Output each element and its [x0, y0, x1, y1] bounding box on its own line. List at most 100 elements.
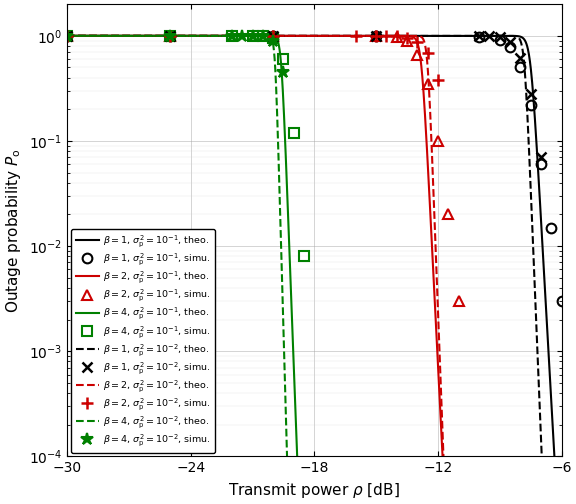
Line: $\beta = 1$, $\sigma_{\mathrm{p}}^{2} = 10^{-1}$, simu.: $\beta = 1$, $\sigma_{\mathrm{p}}^{2} = … — [62, 31, 566, 306]
$\beta = 1$, $\sigma_{\mathrm{p}}^{2} = 10^{-1}$, simu. — [527, 102, 534, 108]
$\beta = 4$, $\sigma_{\mathrm{p}}^{2} = 10^{-1}$, simu. — [259, 33, 266, 39]
$\beta = 2$, $\sigma_{\mathrm{p}}^{2} = 10^{-1}$, simu. — [166, 33, 173, 39]
Line: $\beta = 4$, $\sigma_{\mathrm{p}}^{2} = 10^{-2}$, simu.: $\beta = 4$, $\sigma_{\mathrm{p}}^{2} = … — [61, 30, 290, 79]
$\beta = 1$, $\sigma_{\mathrm{p}}^{2} = 10^{-1}$, theo. — [89, 33, 96, 39]
$\beta = 1$, $\sigma_{\mathrm{p}}^{2} = 10^{-2}$, theo. — [63, 33, 70, 39]
$\beta = 4$, $\sigma_{\mathrm{p}}^{2} = 10^{-2}$, simu. — [280, 69, 287, 75]
$\beta = 2$, $\sigma_{\mathrm{p}}^{2} = 10^{-2}$, simu. — [352, 33, 359, 39]
$\beta = 4$, $\sigma_{\mathrm{p}}^{2} = 10^{-1}$, theo. — [291, 380, 298, 386]
$\beta = 4$, $\sigma_{\mathrm{p}}^{2} = 10^{-2}$, simu. — [270, 38, 276, 44]
$\beta = 1$, $\sigma_{\mathrm{p}}^{2} = 10^{-1}$, simu. — [373, 33, 380, 39]
$\beta = 1$, $\sigma_{\mathrm{p}}^{2} = 10^{-1}$, simu. — [270, 33, 276, 39]
$\beta = 4$, $\sigma_{\mathrm{p}}^{2} = 10^{-1}$, simu. — [229, 33, 236, 39]
$\beta = 4$, $\sigma_{\mathrm{p}}^{2} = 10^{-2}$, theo. — [89, 33, 96, 39]
$\beta = 4$, $\sigma_{\mathrm{p}}^{2} = 10^{-1}$, theo. — [89, 33, 96, 39]
$\beta = 2$, $\sigma_{\mathrm{p}}^{2} = 10^{-1}$, simu. — [424, 81, 431, 87]
$\beta = 2$, $\sigma_{\mathrm{p}}^{2} = 10^{-2}$, theo. — [89, 33, 96, 39]
$\beta = 1$, $\sigma_{\mathrm{p}}^{2} = 10^{-1}$, theo. — [544, 322, 551, 328]
$\beta = 4$, $\sigma_{\mathrm{p}}^{2} = 10^{-1}$, simu. — [249, 33, 256, 39]
$\beta = 2$, $\sigma_{\mathrm{p}}^{2} = 10^{-1}$, simu. — [404, 38, 411, 44]
$\beta = 2$, $\sigma_{\mathrm{p}}^{2} = 10^{-2}$, simu. — [434, 77, 441, 83]
$\beta = 2$, $\sigma_{\mathrm{p}}^{2} = 10^{-1}$, simu. — [63, 33, 70, 39]
Legend: $\beta = 1$, $\sigma_{\mathrm{p}}^{2} = 10^{-1}$, theo., $\beta = 1$, $\sigma_{\: $\beta = 1$, $\sigma_{\mathrm{p}}^{2} = … — [71, 229, 215, 453]
$\beta = 1$, $\sigma_{\mathrm{p}}^{2} = 10^{-1}$, theo. — [304, 33, 311, 39]
$\beta = 1$, $\sigma_{\mathrm{p}}^{2} = 10^{-2}$, simu. — [270, 33, 276, 39]
$\beta = 1$, $\sigma_{\mathrm{p}}^{2} = 10^{-1}$, simu. — [63, 33, 70, 39]
Line: $\beta = 1$, $\sigma_{\mathrm{p}}^{2} = 10^{-1}$, theo.: $\beta = 1$, $\sigma_{\mathrm{p}}^{2} = … — [67, 36, 562, 504]
$\beta = 2$, $\sigma_{\mathrm{p}}^{2} = 10^{-2}$, simu. — [383, 33, 390, 39]
$\beta = 4$, $\sigma_{\mathrm{p}}^{2} = 10^{-1}$, simu. — [63, 33, 70, 39]
$\beta = 1$, $\sigma_{\mathrm{p}}^{2} = 10^{-2}$, simu. — [166, 33, 173, 39]
$\beta = 2$, $\sigma_{\mathrm{p}}^{2} = 10^{-2}$, simu. — [393, 33, 400, 39]
$\beta = 4$, $\sigma_{\mathrm{p}}^{2} = 10^{-2}$, simu. — [63, 33, 70, 39]
$\beta = 4$, $\sigma_{\mathrm{p}}^{2} = 10^{-1}$, simu. — [290, 130, 297, 136]
X-axis label: Transmit power $\rho$ [dB]: Transmit power $\rho$ [dB] — [229, 481, 400, 500]
$\beta = 4$, $\sigma_{\mathrm{p}}^{2} = 10^{-1}$, simu. — [270, 35, 276, 41]
$\beta = 1$, $\sigma_{\mathrm{p}}^{2} = 10^{-1}$, simu. — [476, 33, 483, 39]
$\beta = 2$, $\sigma_{\mathrm{p}}^{2} = 10^{-2}$, simu. — [373, 33, 380, 39]
$\beta = 4$, $\sigma_{\mathrm{p}}^{2} = 10^{-2}$, simu. — [259, 33, 266, 39]
$\beta = 1$, $\sigma_{\mathrm{p}}^{2} = 10^{-1}$, simu. — [517, 65, 524, 71]
$\beta = 4$, $\sigma_{\mathrm{p}}^{2} = 10^{-1}$, simu. — [280, 56, 287, 62]
$\beta = 4$, $\sigma_{\mathrm{p}}^{2} = 10^{-1}$, simu. — [166, 33, 173, 39]
$\beta = 1$, $\sigma_{\mathrm{p}}^{2} = 10^{-1}$, theo. — [63, 33, 70, 39]
$\beta = 1$, $\sigma_{\mathrm{p}}^{2} = 10^{-2}$, simu. — [373, 33, 380, 39]
Line: $\beta = 2$, $\sigma_{\mathrm{p}}^{2} = 10^{-2}$, simu.: $\beta = 2$, $\sigma_{\mathrm{p}}^{2} = … — [62, 30, 444, 86]
Line: $\beta = 2$, $\sigma_{\mathrm{p}}^{2} = 10^{-2}$, theo.: $\beta = 2$, $\sigma_{\mathrm{p}}^{2} = … — [67, 36, 562, 504]
$\beta = 4$, $\sigma_{\mathrm{p}}^{2} = 10^{-2}$, simu. — [239, 33, 246, 39]
$\beta = 2$, $\sigma_{\mathrm{p}}^{2} = 10^{-2}$, simu. — [424, 50, 431, 56]
$\beta = 4$, $\sigma_{\mathrm{p}}^{2} = 10^{-1}$, theo. — [63, 33, 70, 39]
$\beta = 1$, $\sigma_{\mathrm{p}}^{2} = 10^{-2}$, theo. — [291, 33, 298, 39]
Line: $\beta = 1$, $\sigma_{\mathrm{p}}^{2} = 10^{-2}$, simu.: $\beta = 1$, $\sigma_{\mathrm{p}}^{2} = … — [62, 31, 546, 162]
$\beta = 2$, $\sigma_{\mathrm{p}}^{2} = 10^{-2}$, theo. — [304, 33, 311, 39]
$\beta = 4$, $\sigma_{\mathrm{p}}^{2} = 10^{-2}$, simu. — [166, 33, 173, 39]
$\beta = 1$, $\sigma_{\mathrm{p}}^{2} = 10^{-2}$, simu. — [537, 154, 544, 160]
$\beta = 1$, $\sigma_{\mathrm{p}}^{2} = 10^{-1}$, simu. — [507, 44, 514, 50]
$\beta = 2$, $\sigma_{\mathrm{p}}^{2} = 10^{-1}$, theo. — [63, 33, 70, 39]
$\beta = 1$, $\sigma_{\mathrm{p}}^{2} = 10^{-2}$, theo. — [304, 33, 311, 39]
$\beta = 1$, $\sigma_{\mathrm{p}}^{2} = 10^{-1}$, simu. — [166, 33, 173, 39]
Line: $\beta = 1$, $\sigma_{\mathrm{p}}^{2} = 10^{-2}$, theo.: $\beta = 1$, $\sigma_{\mathrm{p}}^{2} = … — [67, 36, 562, 504]
$\beta = 2$, $\sigma_{\mathrm{p}}^{2} = 10^{-1}$, simu. — [445, 212, 452, 218]
$\beta = 2$, $\sigma_{\mathrm{p}}^{2} = 10^{-1}$, theo. — [304, 33, 311, 39]
$\beta = 2$, $\sigma_{\mathrm{p}}^{2} = 10^{-1}$, theo. — [291, 33, 298, 39]
$\beta = 1$, $\sigma_{\mathrm{p}}^{2} = 10^{-1}$, theo. — [291, 33, 298, 39]
$\beta = 2$, $\sigma_{\mathrm{p}}^{2} = 10^{-1}$, simu. — [414, 52, 421, 58]
$\beta = 2$, $\sigma_{\mathrm{p}}^{2} = 10^{-2}$, theo. — [291, 33, 298, 39]
$\beta = 2$, $\sigma_{\mathrm{p}}^{2} = 10^{-1}$, simu. — [270, 33, 276, 39]
$\beta = 1$, $\sigma_{\mathrm{p}}^{2} = 10^{-1}$, simu. — [548, 225, 555, 231]
$\beta = 4$, $\sigma_{\mathrm{p}}^{2} = 10^{-1}$, simu. — [301, 254, 308, 260]
$\beta = 1$, $\sigma_{\mathrm{p}}^{2} = 10^{-2}$, simu. — [476, 33, 483, 39]
Line: $\beta = 4$, $\sigma_{\mathrm{p}}^{2} = 10^{-1}$, theo.: $\beta = 4$, $\sigma_{\mathrm{p}}^{2} = … — [67, 36, 562, 504]
$\beta = 2$, $\sigma_{\mathrm{p}}^{2} = 10^{-2}$, simu. — [166, 33, 173, 39]
$\beta = 1$, $\sigma_{\mathrm{p}}^{2} = 10^{-2}$, simu. — [63, 33, 70, 39]
$\beta = 2$, $\sigma_{\mathrm{p}}^{2} = 10^{-2}$, simu. — [404, 35, 411, 41]
$\beta = 1$, $\sigma_{\mathrm{p}}^{2} = 10^{-1}$, simu. — [558, 298, 565, 304]
$\beta = 1$, $\sigma_{\mathrm{p}}^{2} = 10^{-2}$, simu. — [507, 39, 514, 45]
Y-axis label: Outage probability $P_{\mathrm{o}}$: Outage probability $P_{\mathrm{o}}$ — [4, 148, 23, 312]
$\beta = 1$, $\sigma_{\mathrm{p}}^{2} = 10^{-2}$, simu. — [517, 54, 524, 60]
$\beta = 2$, $\sigma_{\mathrm{p}}^{2} = 10^{-1}$, simu. — [455, 298, 462, 304]
$\beta = 4$, $\sigma_{\mathrm{p}}^{2} = 10^{-2}$, simu. — [229, 33, 236, 39]
$\beta = 1$, $\sigma_{\mathrm{p}}^{2} = 10^{-2}$, simu. — [497, 34, 503, 40]
$\beta = 4$, $\sigma_{\mathrm{p}}^{2} = 10^{-2}$, simu. — [249, 33, 256, 39]
$\beta = 1$, $\sigma_{\mathrm{p}}^{2} = 10^{-1}$, theo. — [544, 327, 551, 333]
$\beta = 2$, $\sigma_{\mathrm{p}}^{2} = 10^{-1}$, simu. — [434, 138, 441, 144]
$\beta = 1$, $\sigma_{\mathrm{p}}^{2} = 10^{-2}$, simu. — [527, 91, 534, 97]
Line: $\beta = 4$, $\sigma_{\mathrm{p}}^{2} = 10^{-1}$, simu.: $\beta = 4$, $\sigma_{\mathrm{p}}^{2} = … — [62, 31, 309, 261]
$\beta = 2$, $\sigma_{\mathrm{p}}^{2} = 10^{-2}$, simu. — [414, 39, 421, 45]
$\beta = 1$, $\sigma_{\mathrm{p}}^{2} = 10^{-1}$, simu. — [537, 161, 544, 167]
$\beta = 2$, $\sigma_{\mathrm{p}}^{2} = 10^{-1}$, simu. — [393, 34, 400, 40]
$\beta = 1$, $\sigma_{\mathrm{p}}^{2} = 10^{-1}$, simu. — [497, 37, 503, 43]
$\beta = 1$, $\sigma_{\mathrm{p}}^{2} = 10^{-2}$, simu. — [486, 33, 493, 39]
Line: $\beta = 4$, $\sigma_{\mathrm{p}}^{2} = 10^{-2}$, theo.: $\beta = 4$, $\sigma_{\mathrm{p}}^{2} = … — [67, 36, 562, 504]
$\beta = 4$, $\sigma_{\mathrm{p}}^{2} = 10^{-2}$, theo. — [63, 33, 70, 39]
$\beta = 1$, $\sigma_{\mathrm{p}}^{2} = 10^{-1}$, theo. — [453, 33, 460, 39]
$\beta = 2$, $\sigma_{\mathrm{p}}^{2} = 10^{-2}$, simu. — [63, 33, 70, 39]
$\beta = 2$, $\sigma_{\mathrm{p}}^{2} = 10^{-1}$, theo. — [89, 33, 96, 39]
$\beta = 1$, $\sigma_{\mathrm{p}}^{2} = 10^{-2}$, theo. — [453, 33, 460, 39]
$\beta = 2$, $\sigma_{\mathrm{p}}^{2} = 10^{-2}$, simu. — [270, 33, 276, 39]
$\beta = 1$, $\sigma_{\mathrm{p}}^{2} = 10^{-2}$, theo. — [89, 33, 96, 39]
$\beta = 2$, $\sigma_{\mathrm{p}}^{2} = 10^{-1}$, simu. — [373, 33, 380, 39]
$\beta = 2$, $\sigma_{\mathrm{p}}^{2} = 10^{-2}$, theo. — [63, 33, 70, 39]
